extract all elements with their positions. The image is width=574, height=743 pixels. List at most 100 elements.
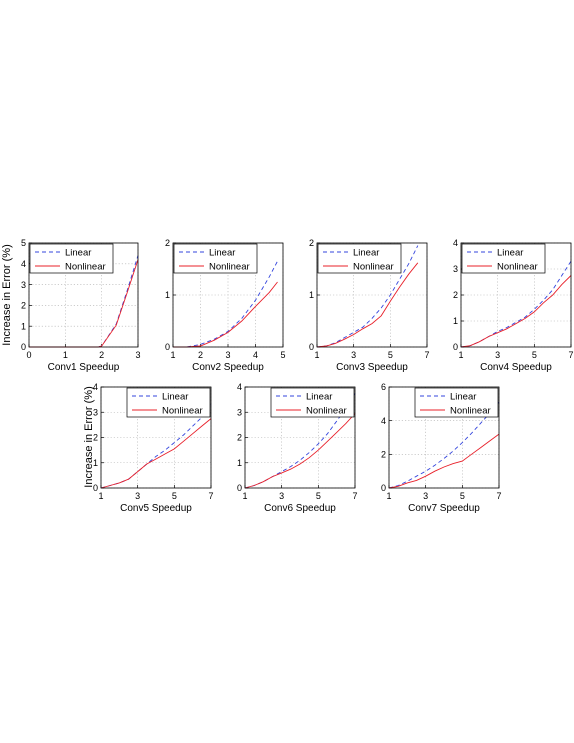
x-tick-label: 3 [135,350,140,360]
x-tick-label: 5 [280,350,285,360]
x-tick-label: 1 [63,350,68,360]
x-tick-label: 7 [424,350,429,360]
legend-box [270,387,355,418]
series-line-linear [316,245,419,348]
y-tick-label: 3 [237,407,242,417]
x-tick-label: 1 [314,350,319,360]
legend-label-nonlinear: Nonlinear [450,406,491,417]
x-axis-label: Conv4 Speedup [480,362,552,373]
legend-label-linear: Linear [353,248,379,259]
x-tick-label: 3 [135,491,140,501]
y-tick-label: 4 [237,382,242,392]
x-tick-label: 7 [568,350,573,360]
y-tick-label: 5 [21,238,26,248]
series-line-nonlinear [460,275,572,348]
legend: Linear Nonlinear [173,243,258,274]
legend-label-nonlinear: Nonlinear [162,406,203,417]
x-tick-label: 0 [26,350,31,360]
legend-label-nonlinear: Nonlinear [497,262,538,273]
x-tick-label: 1 [170,350,175,360]
y-tick-label: 2 [309,238,314,248]
y-tick-label: 4 [381,416,386,426]
axes-frame [28,242,139,348]
axes-frame [244,386,356,489]
y-tick-label: 4 [453,238,458,248]
legend-label-linear: Linear [306,392,332,403]
y-tick-label: 4 [93,382,98,392]
y-tick-label: 1 [165,290,170,300]
legend-box [126,387,211,418]
x-tick-label: 7 [496,491,501,501]
axes-frame [172,242,284,348]
legend: Linear Nonlinear [270,387,355,418]
x-tick-label: 1 [458,350,463,360]
legend-label-nonlinear: Nonlinear [353,262,394,273]
y-tick-label: 1 [21,321,26,331]
y-tick-label: 2 [453,290,458,300]
axes-frame [100,386,212,489]
legend: Linear Nonlinear [126,387,211,418]
legend-box [317,243,402,274]
x-axis-label: Conv6 Speedup [264,503,336,514]
y-tick-label: 0 [93,483,98,493]
x-axis-label: Conv1 Speedup [48,362,120,373]
y-tick-label: 3 [453,264,458,274]
y-tick-label: 2 [237,433,242,443]
y-tick-label: 3 [93,407,98,417]
x-tick-label: 4 [253,350,258,360]
ylabel-row-1: Increase in Error (%) [1,244,13,345]
y-tick-label: 0 [237,483,242,493]
axes-frame [388,386,500,489]
y-tick-label: 0 [309,342,314,352]
y-tick-label: 1 [309,290,314,300]
y-tick-label: 1 [453,316,458,326]
y-tick-label: 0 [453,342,458,352]
legend-label-nonlinear: Nonlinear [209,262,250,273]
legend: Linear Nonlinear [29,243,114,274]
axes-frame [460,242,572,348]
x-tick-label: 3 [495,350,500,360]
legend: Linear Nonlinear [317,243,402,274]
x-tick-label: 1 [98,491,103,501]
legend-box [29,243,114,274]
legend-label-nonlinear: Nonlinear [65,262,106,273]
legend-box [173,243,258,274]
y-tick-label: 2 [165,238,170,248]
x-tick-label: 2 [198,350,203,360]
x-tick-label: 3 [423,491,428,501]
legend-label-linear: Linear [497,248,523,259]
y-tick-label: 0 [165,342,170,352]
series-line-nonlinear [100,418,212,489]
series-line-nonlinear [388,433,500,489]
y-tick-label: 0 [381,483,386,493]
x-tick-label: 7 [208,491,213,501]
x-tick-label: 5 [532,350,537,360]
series-line-linear [100,404,212,489]
axes-frame [316,242,428,348]
x-axis-label: Conv7 Speedup [408,503,480,514]
legend-label-nonlinear: Nonlinear [306,406,347,417]
series-line-linear [244,393,356,489]
y-tick-label: 2 [93,433,98,443]
series-line-nonlinear [244,413,356,489]
x-tick-label: 3 [351,350,356,360]
y-tick-label: 1 [237,458,242,468]
x-tick-label: 5 [388,350,393,360]
x-tick-label: 5 [172,491,177,501]
y-tick-label: 4 [21,259,26,269]
x-tick-label: 5 [460,491,465,501]
x-tick-label: 3 [279,491,284,501]
chart-panel-7: 1 3 5 7 0 2 4 6 Conv7 Speedup Linear Nonlinear [381,382,502,514]
legend-box [414,387,499,418]
x-tick-label: 3 [225,350,230,360]
y-tick-label: 2 [21,301,26,311]
y-tick-label: 3 [21,280,26,290]
series-line-linear [173,260,278,348]
x-axis-label: Conv2 Speedup [192,362,264,373]
y-tick-label: 2 [381,450,386,460]
chart-panel-1: 0 1 2 3 0 1 2 3 4 5 Conv1 Speedup Linear Nonlinear [21,238,141,373]
